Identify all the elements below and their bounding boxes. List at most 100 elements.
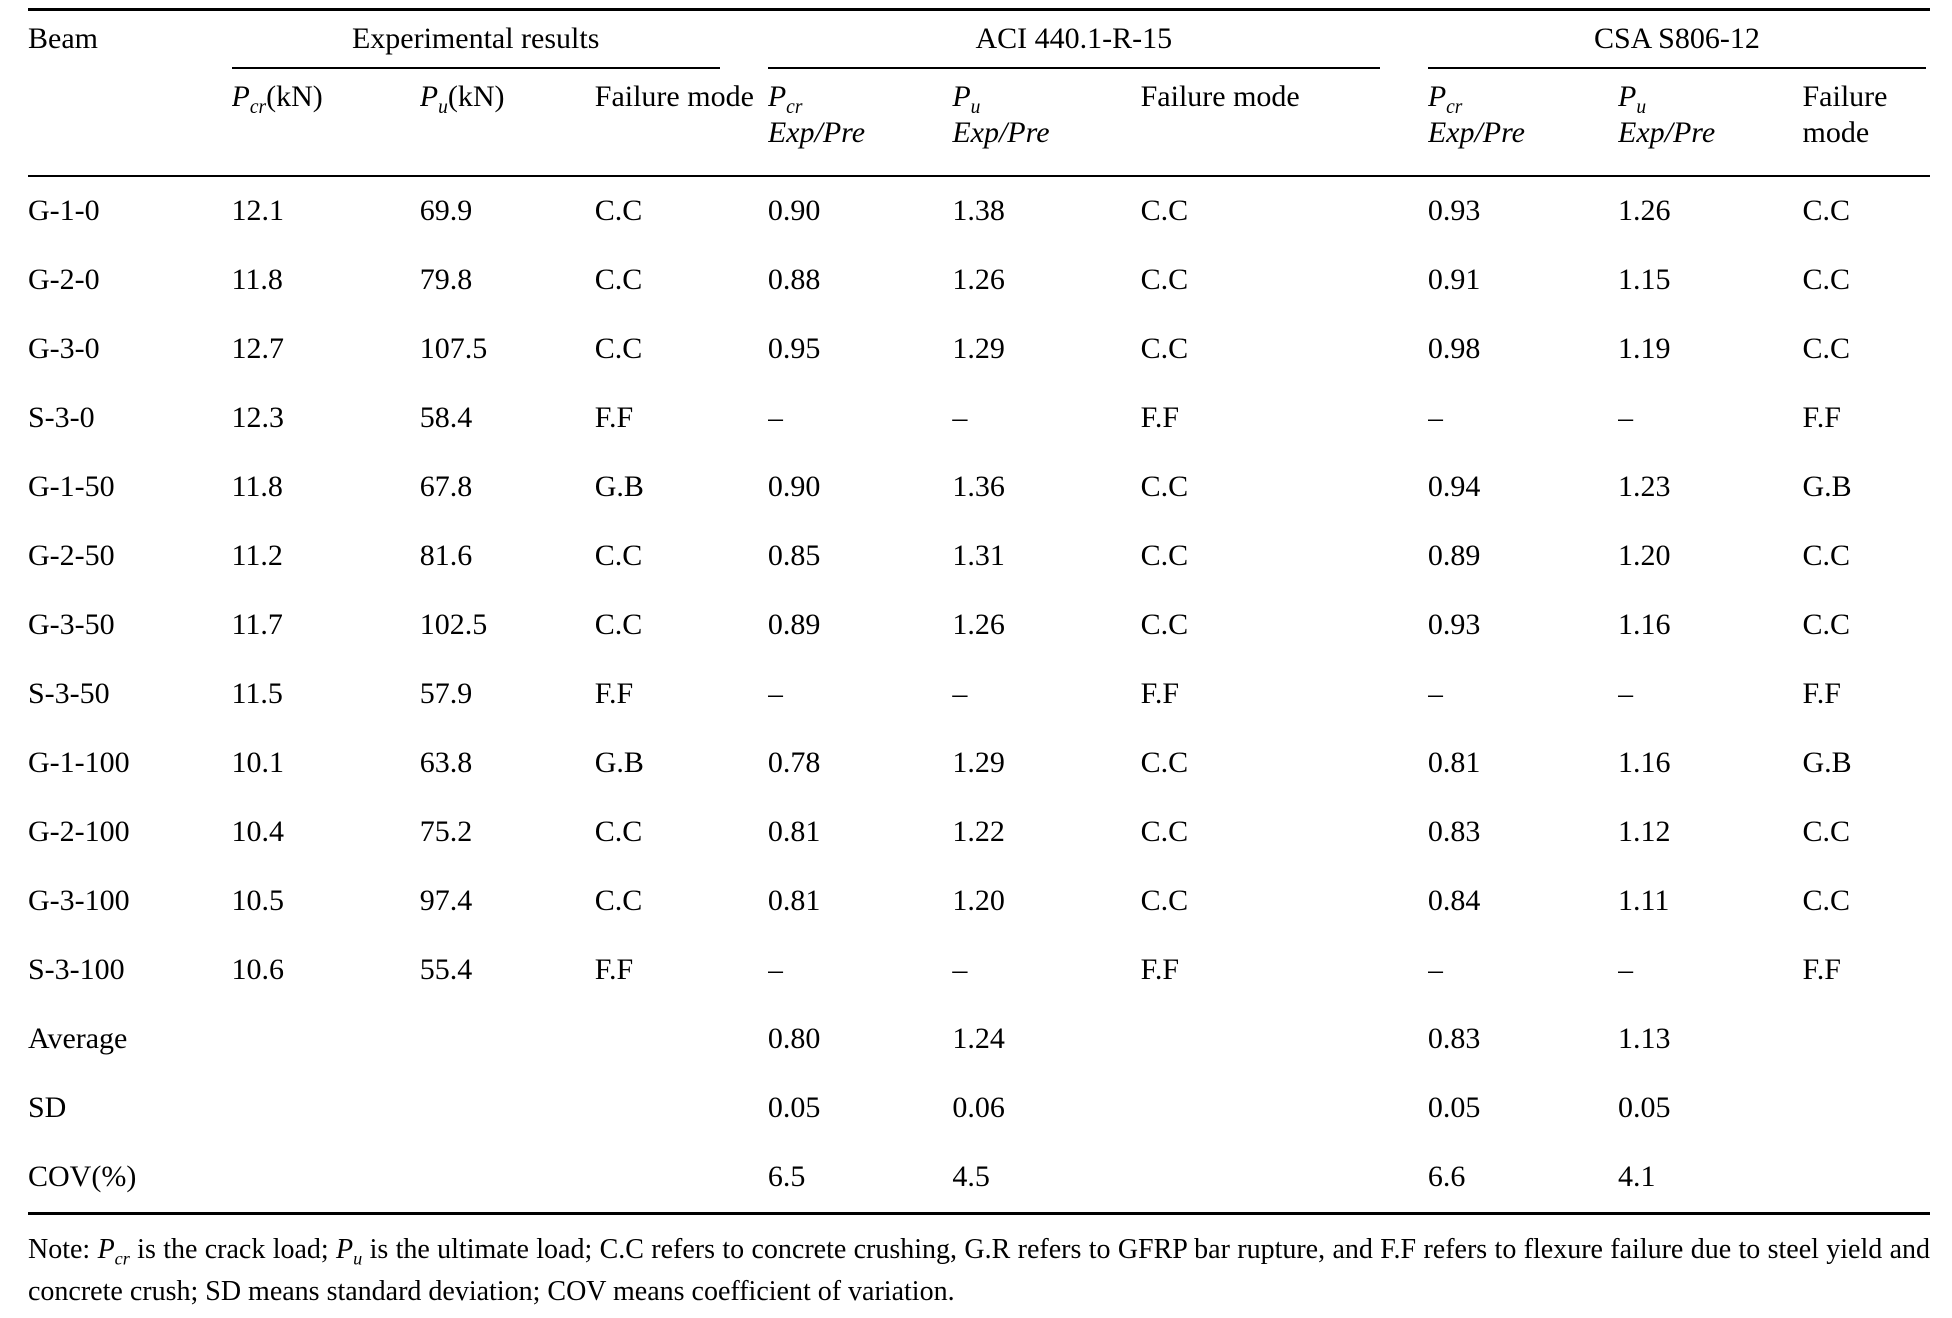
value-cell: 0.89	[1427, 539, 1481, 572]
value-cell: 0.84	[1427, 884, 1481, 917]
value-cell: 69.9	[419, 194, 473, 227]
value-cell: 1.29	[952, 332, 1005, 365]
value-cell: 1.22	[952, 815, 1005, 848]
value-cell: F.F	[1140, 401, 1180, 434]
value-cell: 11.5	[231, 677, 283, 710]
beam-label-cell: SD	[28, 1091, 67, 1124]
value-cell: 0.06	[952, 1091, 1005, 1124]
value-cell: 10.1	[231, 746, 285, 779]
value-cell	[595, 1074, 768, 1143]
column-header: Pu Exp/Pre	[1618, 69, 1803, 177]
beam-label-cell: G-2-100	[28, 815, 130, 848]
value-cell: 55.4	[419, 953, 473, 986]
value-cell: 1.26	[1618, 194, 1671, 227]
value-cell: C.C	[594, 884, 643, 917]
table-row: G-2-50 11.2 81.6 C.C 0.85 1.31 C.C 0.89 1.20 C.C	[28, 522, 1930, 591]
column-header: Pu Exp/Pre	[952, 69, 1141, 177]
value-cell: F.F	[1802, 953, 1841, 986]
table-row: COV(%) 6.5 4.5 6.6 4.1	[28, 1143, 1930, 1215]
value-cell: 1.24	[952, 1022, 1005, 1055]
note-symbol: Pu	[336, 1234, 363, 1269]
value-cell: C.C	[594, 608, 643, 641]
value-cell: 0.94	[1427, 470, 1481, 503]
value-cell: 0.83	[1427, 1022, 1481, 1055]
value-cell: 0.81	[767, 884, 821, 917]
value-cell: 0.05	[767, 1091, 821, 1124]
value-cell: 4.5	[952, 1143, 1141, 1215]
beam-label-cell: S-3-100	[28, 953, 125, 986]
beam-label-cell: G-2-0	[28, 263, 100, 296]
value-cell: 1.13	[1618, 1022, 1671, 1055]
value-cell: 12.3	[231, 401, 285, 434]
value-cell: 67.8	[419, 470, 473, 503]
value-cell: 1.23	[1618, 470, 1671, 503]
value-cell: C.C	[594, 815, 643, 848]
value-cell: 1.38	[952, 194, 1005, 227]
value-cell: 0.83	[1427, 815, 1481, 848]
beam-label-cell: Average	[28, 1022, 128, 1055]
value-cell: 0.81	[767, 815, 821, 848]
subheader-row: Pcr(kN) Pu(kN) Failure mode Pcr Exp/Pre Pu Exp…	[28, 69, 1930, 177]
value-cell: 1.15	[1618, 263, 1671, 296]
beam-label-cell: COV(%)	[28, 1143, 232, 1215]
value-cell: F.F	[1802, 401, 1841, 434]
value-cell: 1.26	[952, 263, 1005, 296]
beam-label-cell: G-1-100	[28, 746, 130, 779]
value-cell: 1.29	[952, 746, 1005, 779]
value-cell: F.F	[1140, 953, 1180, 986]
value-cell: 1.16	[1618, 746, 1671, 779]
value-cell	[232, 1005, 420, 1074]
value-cell: 0.95	[767, 332, 821, 365]
value-cell: F.F	[594, 401, 634, 434]
value-cell: C.C	[1140, 608, 1189, 641]
value-cell: F.F	[1802, 677, 1841, 710]
results-table: Beam Experimental results ACI 440.1-R-15…	[28, 8, 1930, 1215]
value-cell: 0.05	[1427, 1091, 1481, 1124]
value-cell	[1802, 1074, 1930, 1143]
value-cell: –	[1427, 401, 1443, 434]
table-header: Beam Experimental results ACI 440.1-R-15…	[28, 9, 1930, 177]
column-header: Failure mode	[1802, 69, 1930, 177]
value-cell: –	[952, 953, 968, 986]
column-group-csa: CSA S806-12	[1427, 10, 1930, 69]
value-cell: 0.91	[1427, 263, 1481, 296]
value-cell: 1.20	[952, 884, 1005, 917]
value-cell: 79.8	[419, 263, 473, 296]
value-cell: 10.6	[231, 953, 285, 986]
value-cell: 0.89	[767, 608, 821, 641]
value-cell: 4.1	[1618, 1143, 1803, 1215]
value-cell: –	[1427, 953, 1443, 986]
beam-label-cell: G-3-50	[28, 608, 115, 641]
value-cell: 0.78	[767, 746, 821, 779]
value-cell: C.C	[1140, 470, 1189, 503]
group-label-aci: ACI 440.1-R-15	[767, 21, 1380, 69]
value-cell: 1.36	[952, 470, 1005, 503]
value-cell: C.C	[1802, 539, 1851, 572]
column-header: Pcr Exp/Pre	[1427, 69, 1618, 177]
group-label-experimental: Experimental results	[231, 21, 720, 69]
value-cell: F.F	[1140, 677, 1180, 710]
value-cell: –	[767, 401, 783, 434]
table-row: SD 0.05 0.06 0.05 0.05	[28, 1074, 1930, 1143]
value-cell: 57.9	[419, 677, 473, 710]
value-cell: G.B	[594, 470, 644, 503]
value-cell: –	[952, 677, 968, 710]
table-note: Note: Pcr is the crack load; Pu is the u…	[28, 1234, 1930, 1307]
value-cell: 1.16	[1618, 608, 1671, 641]
value-cell: –	[1618, 677, 1633, 710]
value-cell: G.B	[594, 746, 644, 779]
column-header: Pcr(kN)	[231, 69, 420, 177]
value-cell: 0.98	[1427, 332, 1481, 365]
table-row: G-1-50 11.8 67.8 G.B 0.90 1.36 C.C 0.94 1.23 G.B	[28, 453, 1930, 522]
table-row: G-1-100 10.1 63.8 G.B 0.78 1.29 C.C 0.81 1.16 G.B	[28, 729, 1930, 798]
value-cell: –	[767, 953, 783, 986]
value-cell: 1.11	[1618, 884, 1670, 917]
value-cell: C.C	[1802, 815, 1851, 848]
value-cell: 6.5	[767, 1143, 953, 1215]
column-header-beam: Beam	[28, 9, 232, 177]
value-cell: C.C	[1802, 608, 1851, 641]
value-cell: 0.93	[1427, 194, 1481, 227]
value-cell: 107.5	[419, 332, 488, 365]
value-cell: –	[952, 401, 968, 434]
